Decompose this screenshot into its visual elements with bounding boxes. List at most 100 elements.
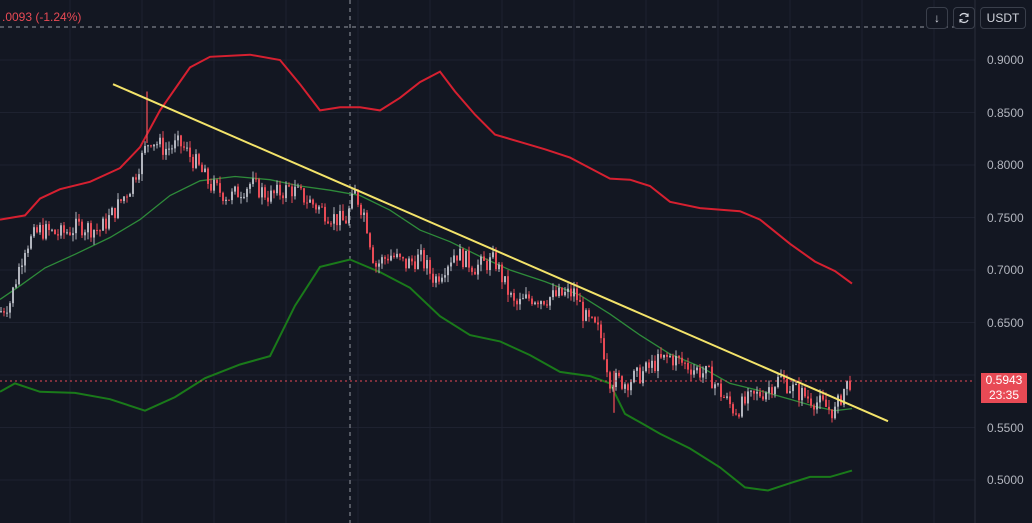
candle-body bbox=[45, 224, 47, 239]
candle-body bbox=[822, 395, 824, 400]
middle-band-line bbox=[0, 175, 853, 412]
candle-body bbox=[297, 186, 299, 188]
candle-body bbox=[306, 202, 308, 204]
candle-body bbox=[192, 156, 194, 168]
candle-body bbox=[645, 362, 647, 372]
candle-body bbox=[354, 189, 356, 194]
candle-body bbox=[771, 387, 773, 395]
candle-body bbox=[195, 154, 197, 168]
candle-body bbox=[48, 224, 50, 231]
candle-body bbox=[651, 360, 653, 368]
candle-body bbox=[123, 196, 125, 202]
candle-body bbox=[36, 227, 38, 233]
candle-body bbox=[327, 221, 329, 224]
price-tick-label: 0.5500 bbox=[987, 420, 1024, 435]
candle-body bbox=[186, 147, 188, 149]
candle-body bbox=[402, 256, 404, 259]
candle-body bbox=[495, 252, 497, 270]
candle-body bbox=[702, 373, 704, 378]
candle-body bbox=[624, 384, 626, 389]
candle-body bbox=[141, 152, 143, 175]
arrow-down-icon: ↓ bbox=[934, 11, 940, 25]
candle-body bbox=[120, 199, 122, 202]
candle-body bbox=[549, 297, 551, 306]
candle-body bbox=[156, 144, 158, 146]
candle-body bbox=[222, 192, 224, 201]
price-tick-label: 0.5000 bbox=[987, 473, 1024, 487]
candle-body bbox=[570, 288, 572, 297]
download-button[interactable]: ↓ bbox=[926, 7, 948, 29]
candle-body bbox=[393, 255, 395, 258]
candle-body bbox=[204, 168, 206, 173]
candle-body bbox=[543, 301, 545, 305]
candle-body bbox=[180, 135, 182, 147]
candle-body bbox=[129, 193, 131, 197]
candle-body bbox=[177, 135, 179, 141]
chart-grid bbox=[0, 0, 975, 523]
candle-body bbox=[66, 232, 68, 234]
refresh-button[interactable] bbox=[953, 7, 975, 29]
candle-body bbox=[555, 290, 557, 297]
candle-body bbox=[363, 212, 365, 215]
price-tick-label: 0.7000 bbox=[987, 263, 1024, 277]
trendline bbox=[112, 83, 889, 423]
candle-body bbox=[741, 396, 743, 417]
refresh-icon bbox=[959, 12, 969, 24]
candle-body bbox=[282, 195, 284, 199]
currency-selector[interactable]: USDT bbox=[980, 7, 1026, 29]
candle-body bbox=[165, 148, 167, 155]
candle-body bbox=[750, 390, 752, 392]
candle-body bbox=[201, 164, 203, 173]
candle-body bbox=[336, 214, 338, 226]
candle-body bbox=[72, 233, 74, 236]
candle-body bbox=[441, 277, 443, 282]
candle-body bbox=[807, 396, 809, 399]
currency-label: USDT bbox=[986, 11, 1020, 25]
candle-body bbox=[183, 146, 185, 148]
candle-body bbox=[15, 284, 17, 288]
candle-body bbox=[687, 362, 689, 370]
candle-body bbox=[426, 260, 428, 269]
candle-body bbox=[135, 177, 137, 180]
candle-body bbox=[765, 392, 767, 400]
candle-body bbox=[264, 187, 266, 198]
candle-body bbox=[540, 301, 542, 305]
candle-body bbox=[594, 317, 596, 323]
candle-body bbox=[669, 355, 671, 357]
candle-body bbox=[672, 355, 674, 366]
candle-body bbox=[237, 186, 239, 198]
candle-body bbox=[93, 229, 95, 238]
candle-body bbox=[24, 253, 26, 266]
candle-body bbox=[825, 399, 827, 407]
candle-body bbox=[834, 406, 836, 419]
candle-body bbox=[69, 232, 71, 236]
candle-body bbox=[558, 287, 560, 297]
candle-body bbox=[759, 391, 761, 397]
candle-body bbox=[228, 199, 230, 201]
price-tick-label: 0.8500 bbox=[987, 105, 1024, 120]
candle-body bbox=[846, 380, 848, 389]
candle-body bbox=[351, 193, 353, 209]
candle-body bbox=[147, 145, 149, 147]
candle-body bbox=[561, 287, 563, 296]
candle-body bbox=[477, 264, 479, 275]
candle-body bbox=[162, 137, 164, 155]
candles bbox=[0, 91, 851, 423]
candle-body bbox=[84, 232, 86, 236]
candle-body bbox=[390, 255, 392, 261]
candle-body bbox=[99, 230, 101, 232]
candle-body bbox=[819, 395, 821, 403]
candle-body bbox=[828, 406, 830, 410]
candle-body bbox=[285, 185, 287, 199]
candle-body bbox=[696, 367, 698, 371]
candle-body bbox=[678, 356, 680, 358]
candle-body bbox=[711, 366, 713, 389]
candle-body bbox=[444, 275, 446, 278]
candle-body bbox=[435, 276, 437, 283]
candle-body bbox=[198, 154, 200, 165]
candle-body bbox=[249, 184, 251, 189]
candle-body bbox=[618, 372, 620, 377]
candle-body bbox=[693, 370, 695, 375]
candle-body bbox=[381, 257, 383, 264]
